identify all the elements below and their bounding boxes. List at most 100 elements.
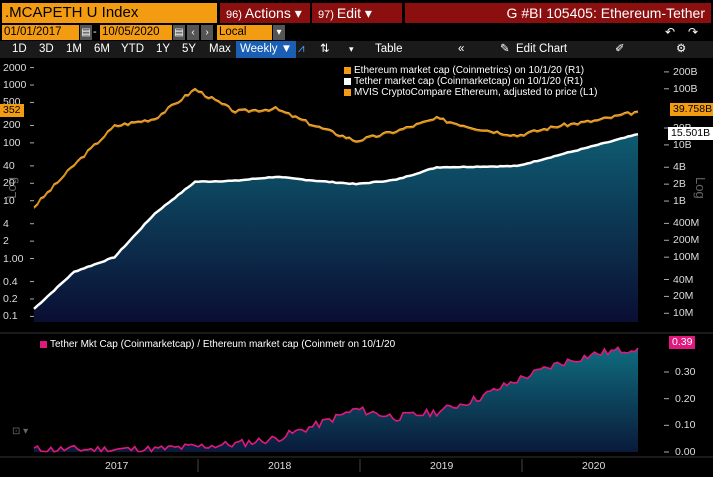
legend-swatch <box>40 340 47 348</box>
start-calendar-icon[interactable]: ▤ <box>80 25 92 40</box>
chart-canvas[interactable] <box>0 58 713 477</box>
tether-mcap-last-tag: 15.501B <box>668 127 713 140</box>
legend-swatch <box>344 88 351 96</box>
upper-grid <box>30 67 669 317</box>
next-period-icon[interactable]: › <box>201 25 213 40</box>
lower-tick-label: 0.00 <box>675 446 696 458</box>
right-axis-label: Log <box>693 177 708 199</box>
line-chart-icon[interactable]: ⩘ <box>298 43 305 55</box>
right-tick-label: 10B <box>673 138 692 151</box>
edit-shortcut: 97) <box>318 9 334 21</box>
year-label-2019: 2019 <box>430 460 454 472</box>
left-tick-label: 4 <box>3 217 9 230</box>
legend-label: Tether market cap (Coinmarketcap) on 10/… <box>354 76 583 87</box>
eth-mcap-last-tag: 39.758B <box>670 103 713 116</box>
left-tick-label: 2 <box>3 235 9 248</box>
left-tick-label: 40 <box>3 159 15 172</box>
legend-swatch <box>344 66 351 74</box>
period-6m[interactable]: 6M <box>94 43 110 55</box>
left-tick-label: 100 <box>3 136 21 149</box>
ratio-line <box>33 346 639 453</box>
currency-select[interactable]: Local CCY <box>217 25 272 53</box>
ticker-field[interactable]: .MCAPETH U Index <box>2 3 217 23</box>
panel-options-icon[interactable]: ⊡ ▾ <box>12 426 29 437</box>
lower-series-layer <box>33 346 639 453</box>
chart-title: G #BI 105405: Ethereum-Tether <box>405 3 711 23</box>
right-tick-label: 100M <box>673 251 700 264</box>
right-tick-label: 2B <box>673 178 686 191</box>
frequency-select[interactable]: Weekly ▼ <box>236 41 297 58</box>
legend-swatch <box>344 77 351 85</box>
left-tick-label: 0.4 <box>3 275 18 288</box>
period-5y[interactable]: 5Y <box>182 43 197 55</box>
edit-label: Edit ▾ <box>336 5 372 21</box>
legend-item-eth-index[interactable]: MVIS CryptoCompare Ethereum, adjusted to… <box>344 87 597 98</box>
right-tick-label: 20M <box>673 290 694 303</box>
left-tick-label: 200 <box>3 119 21 132</box>
table-button[interactable]: Table <box>375 43 403 55</box>
start-date-field[interactable]: 01/01/2017 <box>2 25 79 40</box>
right-tick-label: 200M <box>673 234 700 247</box>
redo-icon[interactable]: ↷ <box>688 25 699 39</box>
left-tick-label: 2000 <box>3 61 27 74</box>
lower-tick-label: 0.20 <box>675 392 696 405</box>
edit-menu[interactable]: 97) Edit ▾ <box>312 3 402 23</box>
actions-label: Actions ▾ <box>244 5 302 21</box>
period-3d[interactable]: 3D <box>39 43 54 55</box>
lower-grid <box>664 371 669 453</box>
year-label-2018: 2018 <box>268 460 292 472</box>
left-tick-label: 10 <box>3 194 15 207</box>
right-tick-label: 4B <box>673 161 686 174</box>
upper-series-layer <box>33 87 639 322</box>
actions-menu[interactable]: 96) Actions ▾ <box>220 3 310 23</box>
eth-mcap-line <box>33 87 639 208</box>
legend-label: Tether Mkt Cap (Coinmarketcap) / Ethereu… <box>50 339 396 350</box>
tether-mcap-area <box>34 134 638 322</box>
right-tick-label: 100B <box>673 82 698 95</box>
lower-tick-label: 0.10 <box>675 419 696 432</box>
eth-index-last-tag: 352 <box>0 104 24 117</box>
legend-item-tether-mcap[interactable]: Tether market cap (Coinmarketcap) on 10/… <box>344 76 597 87</box>
ratio-area <box>34 347 638 452</box>
end-calendar-icon[interactable]: ▤ <box>173 25 185 40</box>
period-ytd[interactable]: YTD <box>121 43 144 55</box>
bar-type-icon[interactable]: ⇅ <box>320 43 330 55</box>
prev-period-icon[interactable]: ‹ <box>187 25 199 40</box>
date-separator: - <box>93 26 97 38</box>
year-label-2017: 2017 <box>105 460 129 472</box>
year-label-2020: 2020 <box>582 460 606 472</box>
right-tick-label: 40M <box>673 273 694 286</box>
undo-icon[interactable]: ↶ <box>665 25 676 39</box>
ratio-last-tag: 0.39 <box>669 336 696 349</box>
chart-type-dropdown-icon[interactable]: ▾ <box>349 44 354 54</box>
period-1y[interactable]: 1Y <box>156 43 171 55</box>
right-tick-label: 400M <box>673 217 700 230</box>
left-tick-label: 0.1 <box>3 310 18 323</box>
period-1d[interactable]: 1D <box>12 43 27 55</box>
period-max[interactable]: Max <box>209 43 231 55</box>
edit-chart-icon[interactable]: ✎ <box>500 43 510 55</box>
legend-label: Ethereum market cap (Coinmetrics) on 10/… <box>354 65 585 76</box>
left-tick-label: 20 <box>3 177 15 190</box>
settings-gear-icon[interactable]: ⚙ <box>676 43 687 55</box>
upper-legend: Ethereum market cap (Coinmetrics) on 10/… <box>344 65 597 98</box>
toolbar <box>0 41 713 58</box>
right-tick-label: 200B <box>673 65 698 78</box>
eth-index-line <box>33 89 639 209</box>
end-date-field[interactable]: 10/05/2020 <box>100 25 172 40</box>
right-tick-label: 1B <box>673 195 686 208</box>
left-tick-label: 0.2 <box>3 292 18 305</box>
legend-item-eth-mcap[interactable]: Ethereum market cap (Coinmetrics) on 10/… <box>344 65 597 76</box>
legend-label: MVIS CryptoCompare Ethereum, adjusted to… <box>354 87 598 98</box>
right-tick-label: 10M <box>673 307 694 320</box>
lower-legend[interactable]: Tether Mkt Cap (Coinmarketcap) / Ethereu… <box>40 339 395 350</box>
collapse-icon[interactable]: « <box>458 43 465 55</box>
actions-shortcut: 96) <box>226 9 242 21</box>
year-separators <box>197 459 523 472</box>
tether-mcap-line <box>33 132 639 310</box>
annotate-icon[interactable]: ✐ <box>615 43 625 55</box>
currency-dropdown-icon[interactable]: ▾ <box>273 25 285 40</box>
left-tick-label: 1.00 <box>3 252 24 265</box>
edit-chart-button[interactable]: Edit Chart <box>516 43 568 55</box>
period-1m[interactable]: 1M <box>66 43 82 55</box>
